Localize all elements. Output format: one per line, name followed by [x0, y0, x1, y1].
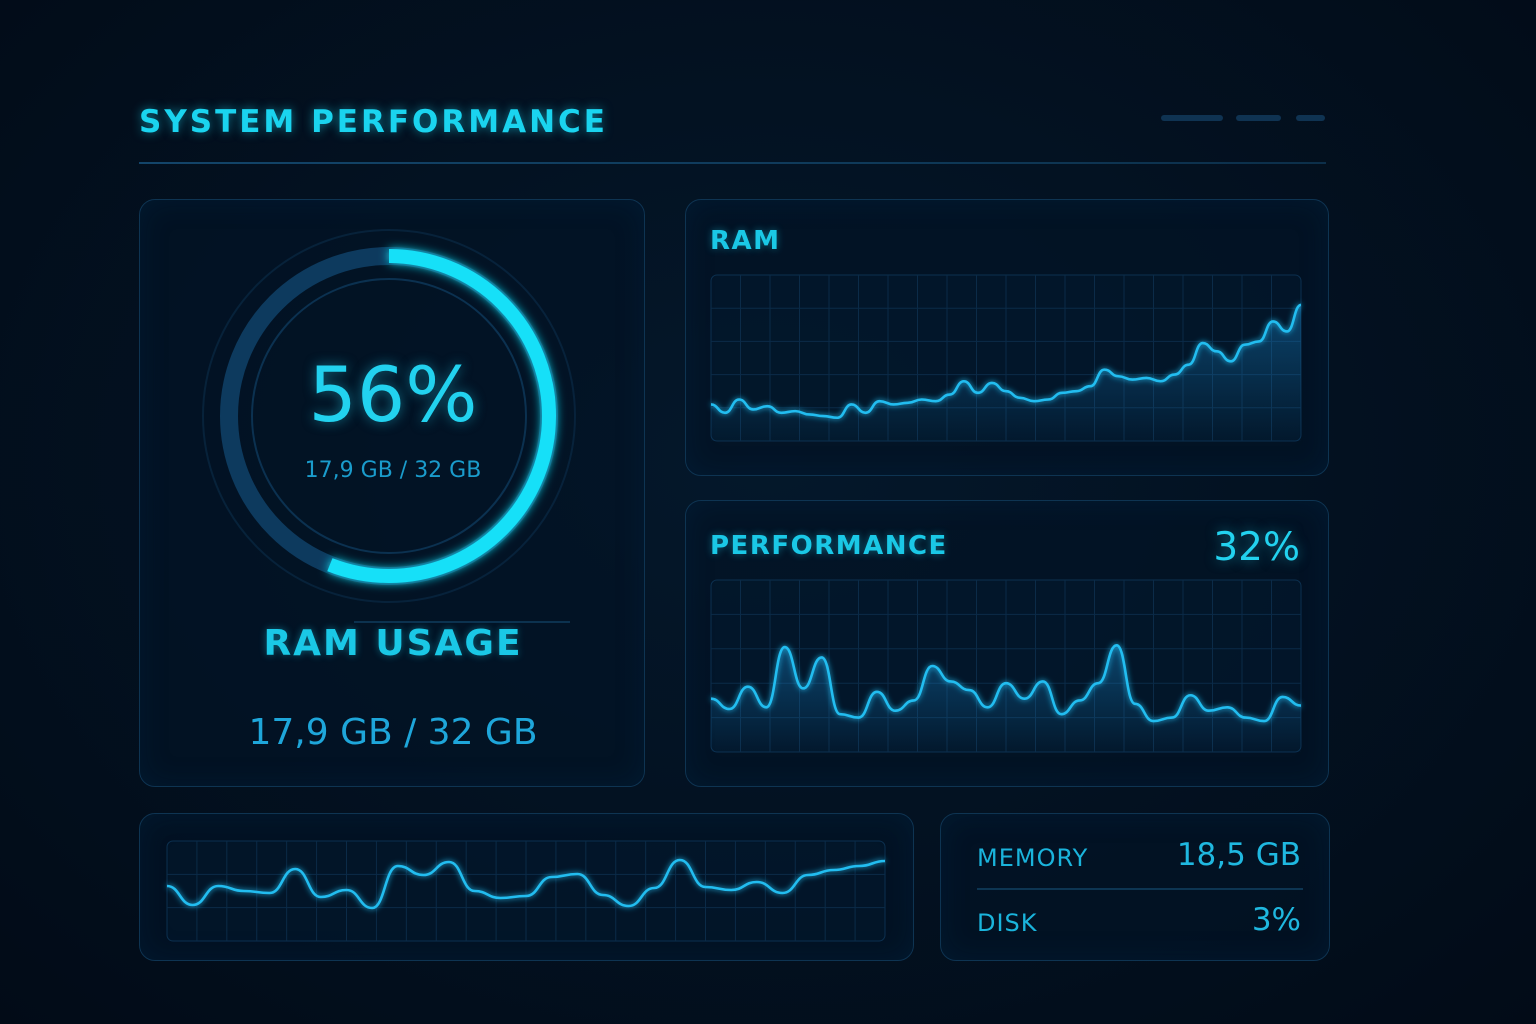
- performance-title: PERFORMANCE: [710, 531, 948, 561]
- ram-gauge: [202, 229, 576, 623]
- ram-chart-title: RAM: [710, 226, 781, 256]
- title-divider: [139, 162, 1326, 164]
- disk-label: DISK: [977, 909, 1038, 937]
- ram-usage-detail: 17,9 GB / 32 GB: [248, 712, 538, 753]
- performance-value: 32%: [1213, 525, 1300, 570]
- performance-history-chart: [710, 579, 1302, 753]
- chart-line: [166, 858, 886, 910]
- ram-usage-title: RAM USAGE: [263, 623, 523, 664]
- chart-line: [710, 644, 1302, 723]
- chart-area-fill: [711, 645, 1301, 752]
- ram-chart-card: RAM: [685, 199, 1329, 476]
- memory-label: MEMORY: [977, 844, 1089, 872]
- performance-card: PERFORMANCE 32%: [685, 500, 1329, 787]
- gauge-progress-arc: [222, 249, 556, 583]
- disk-value: 3%: [1251, 902, 1301, 938]
- chart-area-fill: [711, 304, 1301, 441]
- gauge-inner-ring: [251, 278, 527, 554]
- window-control-dash[interactable]: [1161, 115, 1223, 121]
- memory-disk-card: MEMORY 18,5 GB DISK 3%: [940, 813, 1330, 961]
- chart-line: [710, 303, 1302, 420]
- window-control-dash[interactable]: [1236, 115, 1281, 121]
- page-title: SYSTEM PERFORMANCE: [139, 104, 608, 140]
- ram-percent-value: 56%: [308, 350, 478, 439]
- ram-history-chart: [710, 274, 1302, 442]
- window-control-dash[interactable]: [1296, 115, 1325, 121]
- activity-history-chart: [166, 840, 886, 942]
- stats-divider: [977, 888, 1303, 890]
- memory-value: 18,5 GB: [1176, 837, 1301, 873]
- ram-usage-card: 56% 17,9 GB / 32 GB RAM USAGE 17,9 GB / …: [139, 199, 645, 787]
- gauge-outer-ring: [202, 229, 576, 603]
- gauge-detail-text: 17,9 GB / 32 GB: [304, 458, 482, 483]
- activity-chart-card: [139, 813, 914, 961]
